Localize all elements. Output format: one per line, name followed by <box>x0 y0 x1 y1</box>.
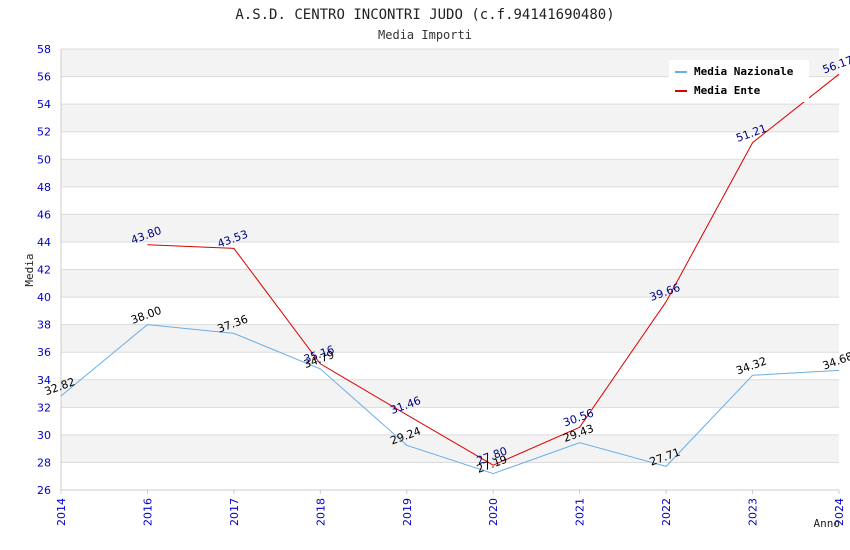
y-tick-label: 32 <box>37 401 51 414</box>
plot-band <box>61 324 839 353</box>
y-tick-label: 38 <box>37 319 51 332</box>
gridlines <box>61 48 839 491</box>
x-tick-label: 2023 <box>747 498 760 526</box>
x-tick-labels: 2014 2016 2017 2018 2019 2020 2021 2022 2023 2024 <box>55 498 846 526</box>
x-tick-label: 2018 <box>314 498 327 526</box>
x-tick-label: 2014 <box>55 498 68 526</box>
plot-bands <box>61 49 839 490</box>
plot-band <box>61 269 839 298</box>
axes <box>60 49 840 494</box>
plot-band <box>61 104 839 132</box>
plot-band <box>61 131 839 160</box>
plot-band <box>61 434 839 463</box>
plot-band <box>61 379 839 408</box>
legend-label-media-nazionale: Media Nazionale <box>694 65 794 78</box>
plot-band <box>61 462 839 490</box>
plot-band <box>61 159 839 187</box>
chart-subtitle: Media Importi <box>378 28 472 42</box>
plot-band <box>61 407 839 435</box>
chart-title: A.S.D. CENTRO INCONTRI JUDO (c.f.9414169… <box>235 7 614 23</box>
legend: Media Nazionale Media Ente <box>669 60 809 102</box>
plot-band <box>61 297 839 325</box>
y-tick-label: 26 <box>37 484 51 497</box>
y-tick-label: 50 <box>37 153 51 166</box>
x-tick-label: 2019 <box>401 498 414 526</box>
x-tick-label: 2024 <box>833 498 846 526</box>
x-axis-label: Anno <box>814 517 841 530</box>
y-axis-label: Media <box>23 253 36 286</box>
y-tick-label: 28 <box>37 456 51 469</box>
x-tick-label: 2021 <box>574 498 587 526</box>
y-tick-label: 56 <box>37 71 51 84</box>
series-line-1 <box>147 73 840 466</box>
y-tick-label: 36 <box>37 346 51 359</box>
y-tick-label: 34 <box>37 374 51 387</box>
series-lines <box>60 73 840 475</box>
y-tick-label: 42 <box>37 264 51 277</box>
plot-band <box>61 186 839 215</box>
plot-band <box>61 352 839 380</box>
series-line-0 <box>60 324 840 475</box>
x-tick-label: 2020 <box>487 498 500 526</box>
y-tick-label: 46 <box>37 208 51 221</box>
x-tick-label: 2022 <box>660 498 673 526</box>
y-tick-label: 40 <box>37 291 51 304</box>
y-tick-label: 54 <box>37 98 51 111</box>
y-tick-label: 48 <box>37 181 51 194</box>
x-tick-label: 2016 <box>141 498 154 526</box>
plot-band <box>61 214 839 242</box>
legend-box <box>669 60 809 102</box>
y-tick-label: 58 <box>37 43 51 56</box>
legend-label-media-ente: Media Ente <box>694 84 761 97</box>
y-tick-label: 44 <box>37 236 51 249</box>
y-tick-labels: 26 28 30 32 34 36 38 40 42 44 46 48 50 52 54 56 58 <box>37 43 51 497</box>
y-tick-label: 30 <box>37 429 51 442</box>
x-tick-label: 2017 <box>228 498 241 526</box>
y-tick-label: 52 <box>37 126 51 139</box>
